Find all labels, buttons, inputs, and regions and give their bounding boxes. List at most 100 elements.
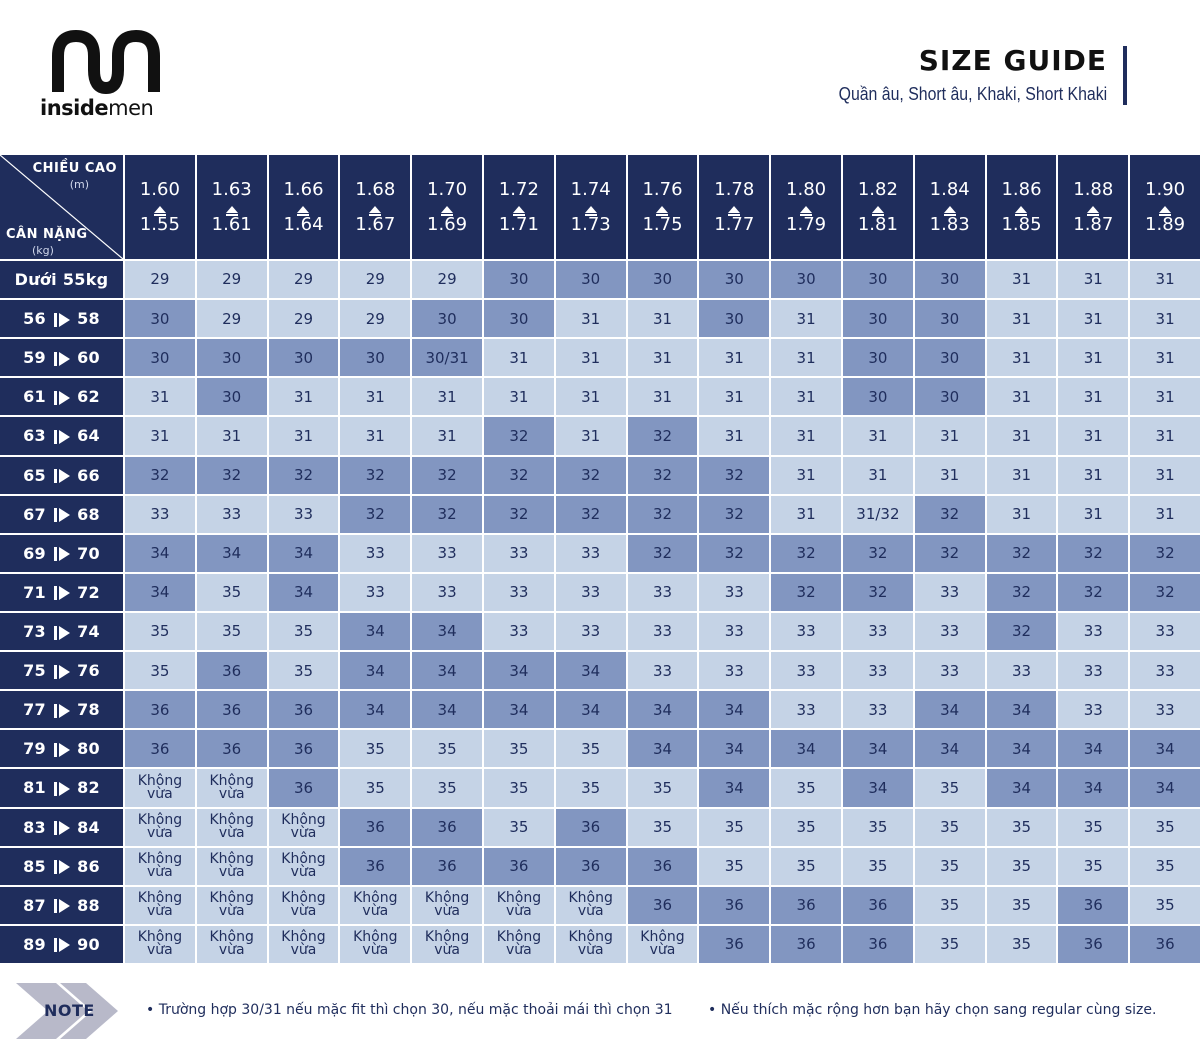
size-cell: 31 — [986, 378, 1057, 416]
size-cell: 31 — [1058, 261, 1129, 299]
weight-unit: (kg) — [32, 244, 54, 257]
size-cell: Không vừa — [196, 847, 267, 885]
size-cell: 31 — [1058, 339, 1129, 377]
size-cell: 35 — [914, 886, 985, 924]
size-cell: 31 — [986, 261, 1057, 299]
size-cell: 34 — [484, 652, 554, 690]
size-cell: Không vừa — [196, 886, 267, 924]
right-arrow-icon — [53, 820, 70, 836]
weight-to: 72 — [77, 582, 100, 602]
weight-row-header: 56 58 — [0, 300, 123, 338]
size-cell: Không vừa — [196, 925, 267, 963]
size-cell: Không vừa — [340, 886, 411, 924]
size-cell: 33 — [627, 652, 698, 690]
height-max: 1.70 — [427, 178, 468, 200]
size-cell: 34 — [699, 769, 770, 807]
up-arrow-icon — [225, 202, 238, 216]
size-cell: 36 — [843, 886, 913, 924]
right-arrow-icon — [53, 507, 70, 523]
size-cell: 35 — [196, 573, 267, 611]
size-cell: Không vừa — [627, 925, 698, 963]
size-cell: 33 — [771, 691, 841, 729]
size-cell: 33 — [771, 612, 841, 651]
height-column-header: 1.72 1.71 — [484, 155, 554, 259]
right-arrow-icon — [53, 625, 70, 640]
size-cell: Không vừa — [268, 886, 339, 924]
size-cell: 36 — [771, 925, 841, 963]
size-cell: 34 — [1130, 769, 1200, 807]
size-cell: 34 — [268, 573, 339, 611]
size-cell: 36 — [268, 730, 339, 768]
size-cell: 34 — [555, 652, 626, 690]
right-arrow-icon — [53, 898, 70, 914]
size-cell: 34 — [699, 691, 770, 729]
size-cell: 31 — [1058, 300, 1129, 338]
size-cell: 34 — [268, 534, 339, 572]
size-cell: 33 — [340, 534, 411, 572]
size-cell: 31 — [771, 417, 841, 455]
size-cell: 32 — [699, 456, 770, 494]
weight-to: 64 — [77, 426, 100, 446]
height-min: 1.61 — [211, 213, 252, 235]
up-arrow-icon — [369, 202, 382, 216]
size-cell: 32 — [986, 573, 1057, 611]
height-column-header: 1.60 1.55 — [125, 155, 195, 259]
size-cell: 35 — [1130, 886, 1200, 924]
size-cell: 30 — [125, 339, 195, 377]
size-cell: 35 — [412, 769, 482, 807]
weight-to: 68 — [77, 504, 100, 524]
size-cell: 32 — [986, 612, 1057, 651]
size-cell: Không vừa — [412, 925, 482, 963]
size-cell: 31 — [268, 417, 339, 455]
size-cell: 34 — [627, 691, 698, 729]
size-cell: 31 — [986, 495, 1057, 533]
size-cell: 29 — [125, 261, 195, 299]
size-cell: 35 — [125, 652, 195, 690]
size-cell: 31 — [771, 495, 841, 533]
brand-name: insidemen — [40, 96, 160, 120]
weight-from: 87 — [23, 895, 46, 915]
up-arrow-icon — [297, 202, 310, 216]
height-min: 1.85 — [1001, 213, 1042, 235]
height-min: 1.75 — [642, 213, 683, 235]
size-cell: Không vừa — [555, 925, 626, 963]
size-cell: 32 — [412, 495, 482, 533]
size-cell: 32 — [699, 495, 770, 533]
height-min: 1.77 — [714, 213, 755, 235]
size-cell: 33 — [699, 652, 770, 690]
weight-from: 71 — [23, 582, 46, 602]
size-cell: 36 — [412, 808, 482, 846]
size-cell: 36 — [555, 847, 626, 885]
size-cell: 34 — [986, 769, 1057, 807]
size-cell: 35 — [268, 652, 339, 690]
size-cell: 30 — [843, 300, 913, 338]
size-cell: Không vừa — [340, 925, 411, 963]
size-cell: 35 — [555, 730, 626, 768]
size-cell: 36 — [340, 808, 411, 846]
weight-row-header: 71 72 — [0, 573, 123, 611]
height-max: 1.90 — [1145, 178, 1186, 200]
weight-from: 73 — [23, 622, 46, 642]
size-cell: 31 — [1130, 378, 1200, 416]
size-cell: 30 — [196, 339, 267, 377]
corner-diagonal-line — [0, 155, 123, 259]
height-column-header: 1.80 1.79 — [771, 155, 841, 259]
size-cell: 35 — [843, 847, 913, 885]
size-cell: 29 — [340, 261, 411, 299]
size-cell: 35 — [986, 925, 1057, 963]
size-cell: 32 — [914, 495, 985, 533]
up-arrow-icon — [584, 202, 597, 216]
size-cell: 32 — [914, 534, 985, 572]
size-cell: 34 — [1058, 730, 1129, 768]
size-cell: 35 — [914, 847, 985, 885]
size-cell: 31 — [555, 339, 626, 377]
size-cell: 35 — [627, 769, 698, 807]
size-cell: 35 — [771, 847, 841, 885]
size-cell: 33 — [1130, 652, 1200, 690]
size-cell: 36 — [125, 691, 195, 729]
right-arrow-icon — [53, 546, 70, 562]
height-min: 1.69 — [427, 213, 468, 235]
size-cell: 33 — [340, 573, 411, 611]
size-cell: 33 — [843, 612, 913, 651]
weight-from: 59 — [23, 348, 46, 368]
